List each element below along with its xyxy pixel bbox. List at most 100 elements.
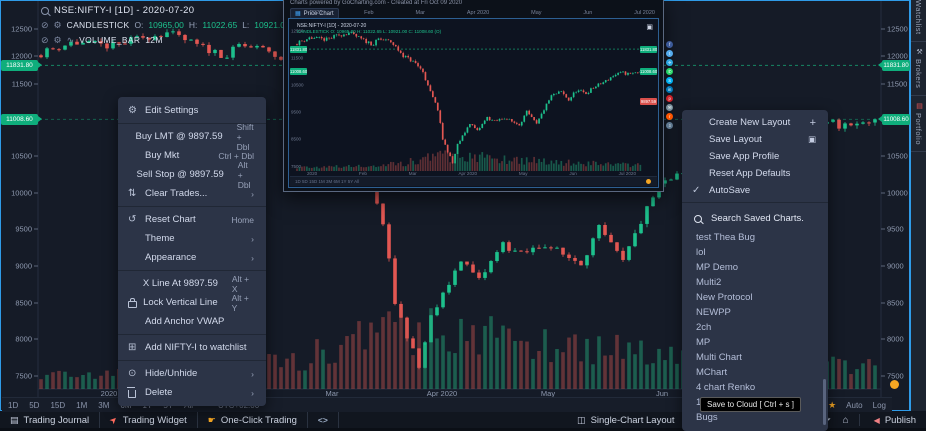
context-menu-item[interactable]: ⚙ Edit Settings [118, 101, 266, 120]
publish-button[interactable]: ◀ Publish [864, 412, 926, 428]
menu-item-label: Reset App Defaults [709, 168, 791, 179]
mini-toolbar-text: 1D 5D 15D 1M 3M 6M 1Y 5Y All [295, 179, 360, 184]
context-menu-item[interactable]: ⊙ Hide/Unhide › [118, 364, 266, 383]
context-menu-item[interactable]: Appearance › [118, 248, 266, 267]
side-tab-watchlist[interactable]: Watchlist [911, 0, 926, 42]
share-linkedin-icon[interactable]: in [666, 85, 674, 94]
scale-auto[interactable]: Auto [846, 400, 863, 410]
saved-chart-item[interactable]: lol [696, 247, 706, 258]
timeframe-3m[interactable]: 3M [98, 400, 110, 410]
context-menu-item[interactable]: Delete › [118, 383, 266, 402]
share-email-icon[interactable]: ✉ [666, 103, 674, 112]
context-menu-item[interactable]: Buy LMT @ 9897.59 Shift + Dbl [118, 122, 266, 152]
layout-menu-item[interactable]: Reset App Defaults [682, 165, 828, 182]
saved-chart-item[interactable]: New Protocol [696, 292, 753, 303]
scrollbar-thumb[interactable] [823, 379, 826, 425]
context-menu-item[interactable]: ⊞ Add NIFTY-I to watchlist [118, 338, 266, 357]
menu-shortcut: Alt + Dbl [237, 159, 251, 190]
side-tab-portfolio[interactable]: ▤ Portfolio [911, 96, 926, 153]
volume-settings-icon[interactable]: ⚙ [53, 34, 62, 45]
menu-shortcut: › [251, 233, 254, 244]
mini-price-tag: 11008.60 [290, 67, 308, 75]
saved-chart-item[interactable]: MP Demo [696, 262, 739, 273]
copy-icon[interactable]: ▣ [646, 24, 653, 31]
high-value: 11022.65 [202, 20, 238, 30]
month-label: Mar [415, 10, 425, 16]
mini-notification-dot [646, 179, 651, 184]
symbol-header: NSE:NIFTY-I [1D] - 2020-07-20 [41, 5, 194, 16]
saved-chart-item[interactable]: Multi2 [696, 277, 722, 288]
context-menu-item[interactable]: Sell Stop @ 9897.59 Alt + Dbl [118, 160, 266, 190]
share-reddit-icon[interactable]: r [666, 112, 674, 121]
timeframe-5d[interactable]: 5D [29, 400, 40, 410]
saved-chart-item[interactable]: Bugs [696, 412, 718, 423]
timeframe-15d[interactable]: 15D [50, 400, 66, 410]
mini-months-axis: 2020 Feb Mar Apr 2020 May Jun Jul 2020 [307, 171, 636, 176]
layout-button-label: Single-Chart Layout [590, 414, 675, 426]
share-whatsapp-icon[interactable]: ✆ [666, 67, 674, 76]
saved-chart-item[interactable]: NEWPP [696, 307, 731, 318]
saved-chart-item[interactable]: 4 chart Renko [696, 382, 756, 393]
code-toggle-button[interactable]: <> [308, 412, 339, 428]
search-icon [694, 214, 702, 223]
layout-menu-item[interactable]: Create New Layout + [682, 114, 828, 131]
menu-item-label: X Line At 9897.59 [142, 278, 218, 289]
layout-menu-item[interactable]: ✓ AutoSave [682, 182, 828, 199]
layout-menu-item[interactable]: Save Layout ▣ [682, 131, 828, 148]
menu-item-label: Edit Settings [145, 105, 199, 116]
single-chart-layout-button[interactable]: ◫ Single-Chart Layout [567, 412, 684, 428]
share-skype-icon[interactable]: S [666, 76, 674, 85]
saved-chart-item[interactable]: 2ch [696, 322, 712, 333]
low-label: L: [242, 20, 250, 30]
open-label: O: [134, 20, 144, 30]
volume-label: VOLUME_BAR [79, 35, 141, 45]
share-twitter-icon[interactable]: t [666, 49, 674, 58]
saved-chart-item[interactable]: test Thea Bug [696, 232, 755, 243]
timeframe-1d[interactable]: 1D [8, 400, 19, 410]
volume-value: 12M [145, 35, 163, 45]
svg-text:10500: 10500 [291, 83, 304, 88]
hide-volume-icon[interactable]: ⊘ [41, 34, 49, 45]
search-saved-charts[interactable]: Search Saved Charts. [682, 206, 828, 230]
menu-item-label: Buy Mkt [145, 150, 180, 161]
context-menu-item[interactable]: Buy Mkt Ctrl + Dbl [118, 146, 266, 165]
saved-chart-item[interactable]: Multi Chart [696, 352, 742, 363]
lock-icon [128, 297, 143, 308]
context-menu-item[interactable]: X Line At 9897.59 Alt + X [118, 274, 266, 294]
menu-item-label: Lock Vertical Line [143, 297, 218, 308]
context-menu-item[interactable]: ↺ Reset Chart Home [118, 210, 266, 229]
hide-series-icon[interactable]: ⊘ [41, 19, 49, 30]
share-pinterest-icon[interactable]: p [666, 94, 674, 103]
price-tag: 11008.60 [1, 113, 42, 125]
layout-menu: Create New Layout + Save Layout ▣ Save App P… [682, 110, 828, 431]
share-facebook-icon[interactable]: f [666, 41, 674, 49]
symbol-search-icon[interactable] [41, 6, 49, 15]
svg-text:2020: 2020 [101, 389, 118, 398]
context-menu-item[interactable]: Theme › [118, 229, 266, 248]
saved-chart-item[interactable]: MP [696, 337, 711, 348]
svg-text:7500: 7500 [15, 372, 32, 381]
favorite-star-icon[interactable]: ★ [828, 399, 837, 410]
layout-menu-item[interactable]: Save App Profile [682, 148, 828, 165]
context-menu-item[interactable]: Lock Vertical Line Alt + Y [118, 293, 266, 313]
trading-journal-button[interactable]: ▤ Trading Journal [0, 412, 101, 428]
saved-chart-item[interactable]: MChart [696, 367, 728, 378]
context-menu-item[interactable]: Add Anchor VWAP [118, 312, 266, 331]
share-telegram-icon[interactable]: ✈ [666, 58, 674, 67]
preview-months-top: 2020 Feb Mar Apr 2020 May Jun Jul 2020 [310, 10, 655, 16]
timeframe-1m[interactable]: 1M [76, 400, 88, 410]
series-label: CANDLESTICK [66, 20, 130, 30]
side-tab-brokers[interactable]: ⚒ Brokers [911, 42, 926, 96]
share-download-icon[interactable]: ⇩ [666, 121, 674, 130]
scale-log[interactable]: Log [872, 400, 886, 410]
context-menu-item[interactable]: ⇅ Clear Trades... › [118, 184, 266, 203]
chart-tab-icon: ▦ [295, 11, 301, 17]
menu-item-label: Hide/Unhide [145, 368, 198, 379]
month-label: Jun [569, 171, 577, 176]
trading-widget-button[interactable]: ➤ Trading Widget [100, 412, 198, 428]
series-settings-icon[interactable]: ⚙ [53, 19, 62, 30]
floppy-icon: ▣ [807, 134, 816, 144]
one-click-trading-button[interactable]: ☛ One-Click Trading [198, 412, 308, 428]
bank-icon[interactable]: ⌂ [842, 414, 849, 426]
